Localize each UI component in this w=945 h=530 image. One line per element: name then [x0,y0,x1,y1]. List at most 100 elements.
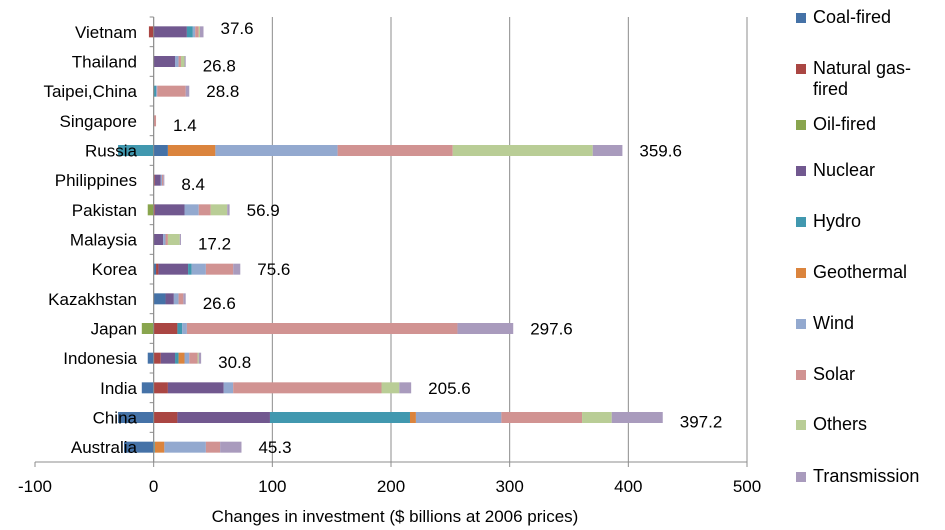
bar-segment [457,323,514,334]
bar-segment [501,412,583,423]
bar-segment [153,263,157,275]
legend-swatch [796,472,806,482]
bar-segment [177,412,270,423]
bar-segment [381,382,400,394]
total-label: 17.2 [198,235,231,254]
bar-segment [233,263,241,275]
chart-labels: Vietnam 37.6 Thailand 26.8 Taipei,China 28.8 S… [43,19,722,457]
category-label: China [93,409,138,428]
legend-label: Solar [813,364,856,384]
bar-segment [178,293,184,305]
bar-segment [220,441,242,453]
x-tick-label: 0 [149,477,158,496]
category-label: Taipei,China [43,82,137,101]
bar-segment [175,352,179,364]
bar-segment [215,145,338,156]
bar-segment [153,204,155,216]
category-label: Singapore [59,112,137,131]
bar-segment [156,263,159,275]
bar-segment [186,26,193,38]
legend-label: Hydro [813,211,862,231]
bar-segment [227,204,230,216]
legend-label: Transmission [813,466,920,486]
bar-segment [186,323,458,334]
total-label: 205.6 [428,379,471,398]
legend-swatch [796,319,806,329]
legend-swatch [796,268,806,278]
bar-segment [154,441,165,453]
category-label: Kazakhstan [48,290,137,309]
bar-segment [153,174,155,186]
bar-segment [189,352,198,364]
total-label: 28.8 [206,82,239,101]
total-label: 359.6 [639,142,682,161]
bar-segment [337,145,453,156]
bar-segment [147,352,154,364]
legend-swatch [796,166,806,176]
bar-segment [153,234,164,245]
bar-segment [153,382,168,394]
bar-segment [158,263,189,275]
bar-segment [178,352,185,364]
bar-segment [153,85,157,97]
bar-segment [160,174,162,186]
bar-segment [161,174,164,186]
bar-segment [195,26,199,38]
bar-segment [185,85,190,97]
legend-label: Oil-fired [813,114,877,134]
bar-segment [198,204,211,216]
bar-segment [452,145,593,156]
bar-segment [197,352,199,364]
legend-swatch [796,120,806,130]
total-label: 8.4 [181,175,205,194]
x-tick-label: 400 [614,477,642,496]
category-label: Russia [85,142,138,161]
category-label: Vietnam [75,23,137,42]
category-label: Pakistan [72,201,137,220]
bar-segment [177,323,183,334]
total-label: 397.2 [680,413,723,432]
total-label: 26.6 [203,294,236,313]
category-label: Malaysia [70,231,138,250]
bar-segment [165,293,174,305]
bar-segment [205,263,234,275]
legend-swatch [796,64,806,74]
x-tick-label: 200 [377,477,405,496]
x-tick-label: 100 [258,477,286,496]
bar-segment [199,26,204,38]
total-label: 26.8 [203,57,236,76]
bar-segment [611,412,663,423]
bar-segment [173,293,179,305]
bar-segment [124,441,154,453]
bar-segment [160,352,176,364]
legend-label: Nuclear [813,160,876,180]
bar-segment [164,441,206,453]
bar-segment [157,85,186,97]
x-tick-label: -100 [18,477,52,496]
category-label: Philippines [55,171,137,190]
bar-segment [147,204,154,216]
legend-swatch [796,13,806,23]
bar-segment [198,352,202,364]
bar-segment [184,204,199,216]
bar-segment [399,382,412,394]
legend-label: Wind [813,313,855,333]
category-label: Thailand [72,53,137,72]
bar-segment [153,352,161,364]
bar-segment [179,234,181,245]
bar-segment [191,263,206,275]
legend-swatch [796,217,806,227]
bar-segment [210,204,228,216]
bar-segment [148,26,154,38]
bar-segment [205,441,221,453]
bar-segment [154,174,161,186]
category-label: Japan [91,320,137,339]
bar-segment [118,412,154,423]
bar-segment [156,85,158,97]
bar-segment [198,26,200,38]
bar-segment [582,412,612,423]
bar-segment [415,412,502,423]
bar-segment [163,174,165,186]
bar-segment [269,412,410,423]
total-label: 75.6 [257,260,290,279]
